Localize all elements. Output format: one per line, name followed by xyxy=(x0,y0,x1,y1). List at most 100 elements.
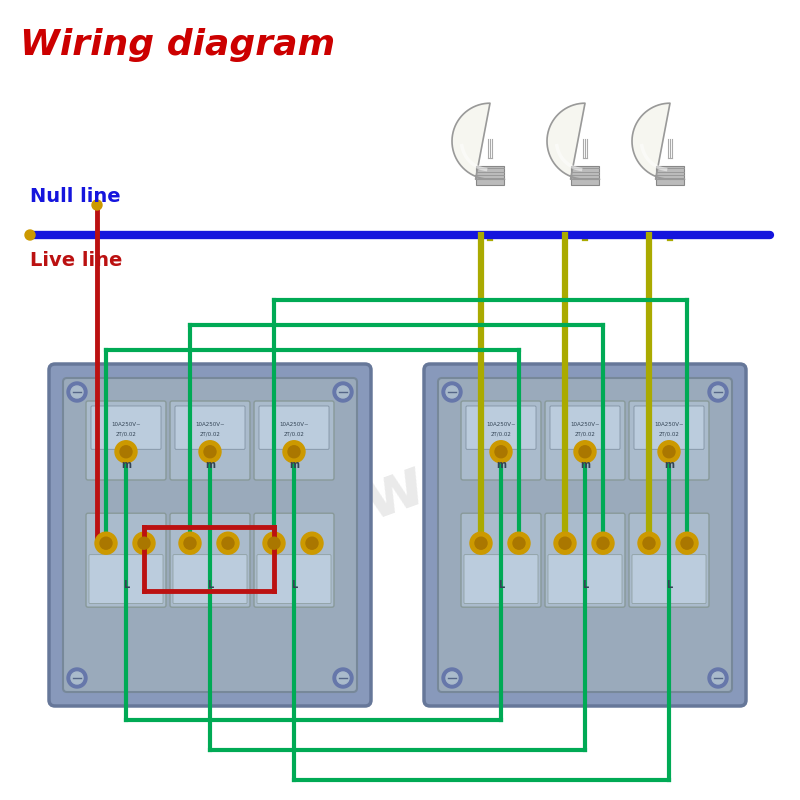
FancyBboxPatch shape xyxy=(424,364,746,706)
FancyBboxPatch shape xyxy=(548,554,622,603)
Text: 10A250V~: 10A250V~ xyxy=(654,422,684,426)
FancyBboxPatch shape xyxy=(86,401,166,480)
Circle shape xyxy=(92,200,102,210)
Circle shape xyxy=(333,668,353,688)
Text: m: m xyxy=(580,459,590,470)
Text: m: m xyxy=(664,459,674,470)
Circle shape xyxy=(306,538,318,550)
Text: Live line: Live line xyxy=(30,250,122,270)
Circle shape xyxy=(199,441,221,462)
Circle shape xyxy=(712,672,724,684)
FancyBboxPatch shape xyxy=(257,554,331,603)
Text: L: L xyxy=(498,581,504,590)
Text: 10A250V~: 10A250V~ xyxy=(111,422,141,426)
FancyBboxPatch shape xyxy=(254,514,334,607)
Text: L: L xyxy=(207,581,213,590)
Circle shape xyxy=(470,532,492,554)
Circle shape xyxy=(643,538,655,550)
Circle shape xyxy=(658,441,680,462)
Circle shape xyxy=(95,532,117,554)
Circle shape xyxy=(67,668,87,688)
Circle shape xyxy=(708,668,728,688)
Text: 10A250V~: 10A250V~ xyxy=(279,422,309,426)
FancyBboxPatch shape xyxy=(63,378,357,692)
Circle shape xyxy=(446,672,458,684)
Circle shape xyxy=(508,532,530,554)
Circle shape xyxy=(268,538,280,550)
Text: 2T/0.02: 2T/0.02 xyxy=(658,432,679,437)
FancyBboxPatch shape xyxy=(254,401,334,480)
Text: 2T/0.02: 2T/0.02 xyxy=(199,432,221,437)
Circle shape xyxy=(179,532,201,554)
Circle shape xyxy=(663,446,675,458)
Circle shape xyxy=(133,532,155,554)
Text: Wiring diagram: Wiring diagram xyxy=(20,28,335,62)
Text: m: m xyxy=(289,459,299,470)
Text: 2T/0.02: 2T/0.02 xyxy=(490,432,511,437)
Circle shape xyxy=(100,538,112,550)
Circle shape xyxy=(681,538,693,550)
Circle shape xyxy=(446,386,458,398)
FancyBboxPatch shape xyxy=(461,514,541,607)
Circle shape xyxy=(115,441,137,462)
Circle shape xyxy=(712,386,724,398)
Text: m: m xyxy=(121,459,131,470)
FancyBboxPatch shape xyxy=(173,554,247,603)
Circle shape xyxy=(638,532,660,554)
Text: 2T/0.02: 2T/0.02 xyxy=(283,432,305,437)
Circle shape xyxy=(592,532,614,554)
Circle shape xyxy=(579,446,591,458)
Circle shape xyxy=(337,672,349,684)
FancyBboxPatch shape xyxy=(632,554,706,603)
Circle shape xyxy=(475,538,487,550)
Circle shape xyxy=(442,382,462,402)
FancyBboxPatch shape xyxy=(464,554,538,603)
FancyBboxPatch shape xyxy=(545,401,625,480)
Text: L: L xyxy=(123,581,129,590)
Circle shape xyxy=(138,538,150,550)
Circle shape xyxy=(554,532,576,554)
FancyBboxPatch shape xyxy=(550,406,620,450)
Circle shape xyxy=(25,230,35,240)
FancyBboxPatch shape xyxy=(438,378,732,692)
FancyBboxPatch shape xyxy=(91,406,161,450)
Circle shape xyxy=(490,441,512,462)
FancyBboxPatch shape xyxy=(175,406,245,450)
Circle shape xyxy=(263,532,285,554)
Text: 10A250V~: 10A250V~ xyxy=(195,422,225,426)
Text: cswall: cswall xyxy=(280,419,520,561)
Circle shape xyxy=(120,446,132,458)
FancyBboxPatch shape xyxy=(545,514,625,607)
Text: L: L xyxy=(582,581,588,590)
Circle shape xyxy=(333,382,353,402)
FancyBboxPatch shape xyxy=(89,554,163,603)
FancyBboxPatch shape xyxy=(629,401,709,480)
Circle shape xyxy=(574,441,596,462)
Text: 10A250V~: 10A250V~ xyxy=(486,422,516,426)
FancyBboxPatch shape xyxy=(466,406,536,450)
Text: L: L xyxy=(291,581,297,590)
FancyBboxPatch shape xyxy=(475,166,505,185)
FancyBboxPatch shape xyxy=(170,401,250,480)
Circle shape xyxy=(283,441,305,462)
Circle shape xyxy=(204,446,216,458)
Text: L: L xyxy=(666,581,672,590)
Polygon shape xyxy=(632,103,685,179)
Text: 2T/0.02: 2T/0.02 xyxy=(115,432,137,437)
Text: m: m xyxy=(205,459,215,470)
Circle shape xyxy=(442,668,462,688)
Circle shape xyxy=(513,538,525,550)
FancyBboxPatch shape xyxy=(634,406,704,450)
FancyBboxPatch shape xyxy=(570,166,599,185)
FancyBboxPatch shape xyxy=(49,364,371,706)
FancyBboxPatch shape xyxy=(655,166,685,185)
Circle shape xyxy=(71,672,83,684)
Circle shape xyxy=(288,446,300,458)
FancyBboxPatch shape xyxy=(259,406,329,450)
Circle shape xyxy=(217,532,239,554)
Text: 2T/0.02: 2T/0.02 xyxy=(574,432,595,437)
Circle shape xyxy=(708,382,728,402)
Text: Null line: Null line xyxy=(30,187,121,206)
Circle shape xyxy=(222,538,234,550)
Circle shape xyxy=(597,538,609,550)
